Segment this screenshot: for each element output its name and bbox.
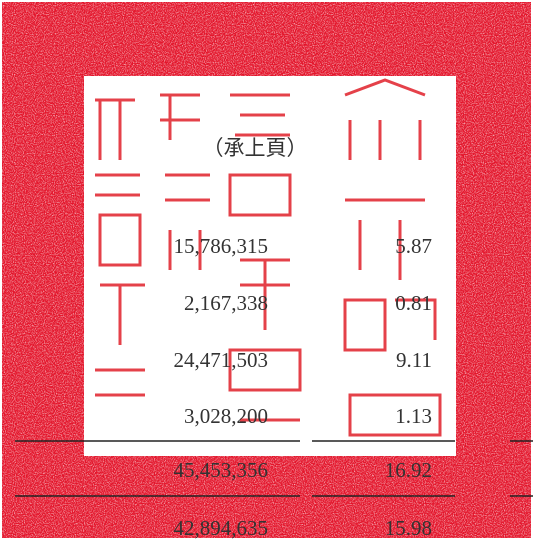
amount: 45,453,356 bbox=[174, 458, 269, 482]
seal-center bbox=[84, 76, 456, 456]
header: （承上頁） bbox=[203, 136, 308, 160]
amount: 2,167,338 bbox=[184, 291, 268, 315]
amount-table: 15,786,315 5.87 2,167,338 0.81 24,471,503 9.1… bbox=[174, 234, 433, 540]
amount: 24,471,503 bbox=[174, 348, 269, 372]
amount: 42,894,635 bbox=[174, 516, 269, 540]
percent: 5.87 bbox=[395, 234, 432, 258]
percent: 9.11 bbox=[396, 348, 432, 372]
amount: 15,786,315 bbox=[174, 234, 269, 258]
percent: 0.81 bbox=[395, 291, 432, 315]
seal-glyphs bbox=[95, 78, 442, 437]
percent: 15.98 bbox=[385, 516, 432, 540]
percent: 16.92 bbox=[385, 458, 432, 482]
percent: 1.13 bbox=[395, 404, 432, 428]
amount: 3,028,200 bbox=[184, 404, 268, 428]
